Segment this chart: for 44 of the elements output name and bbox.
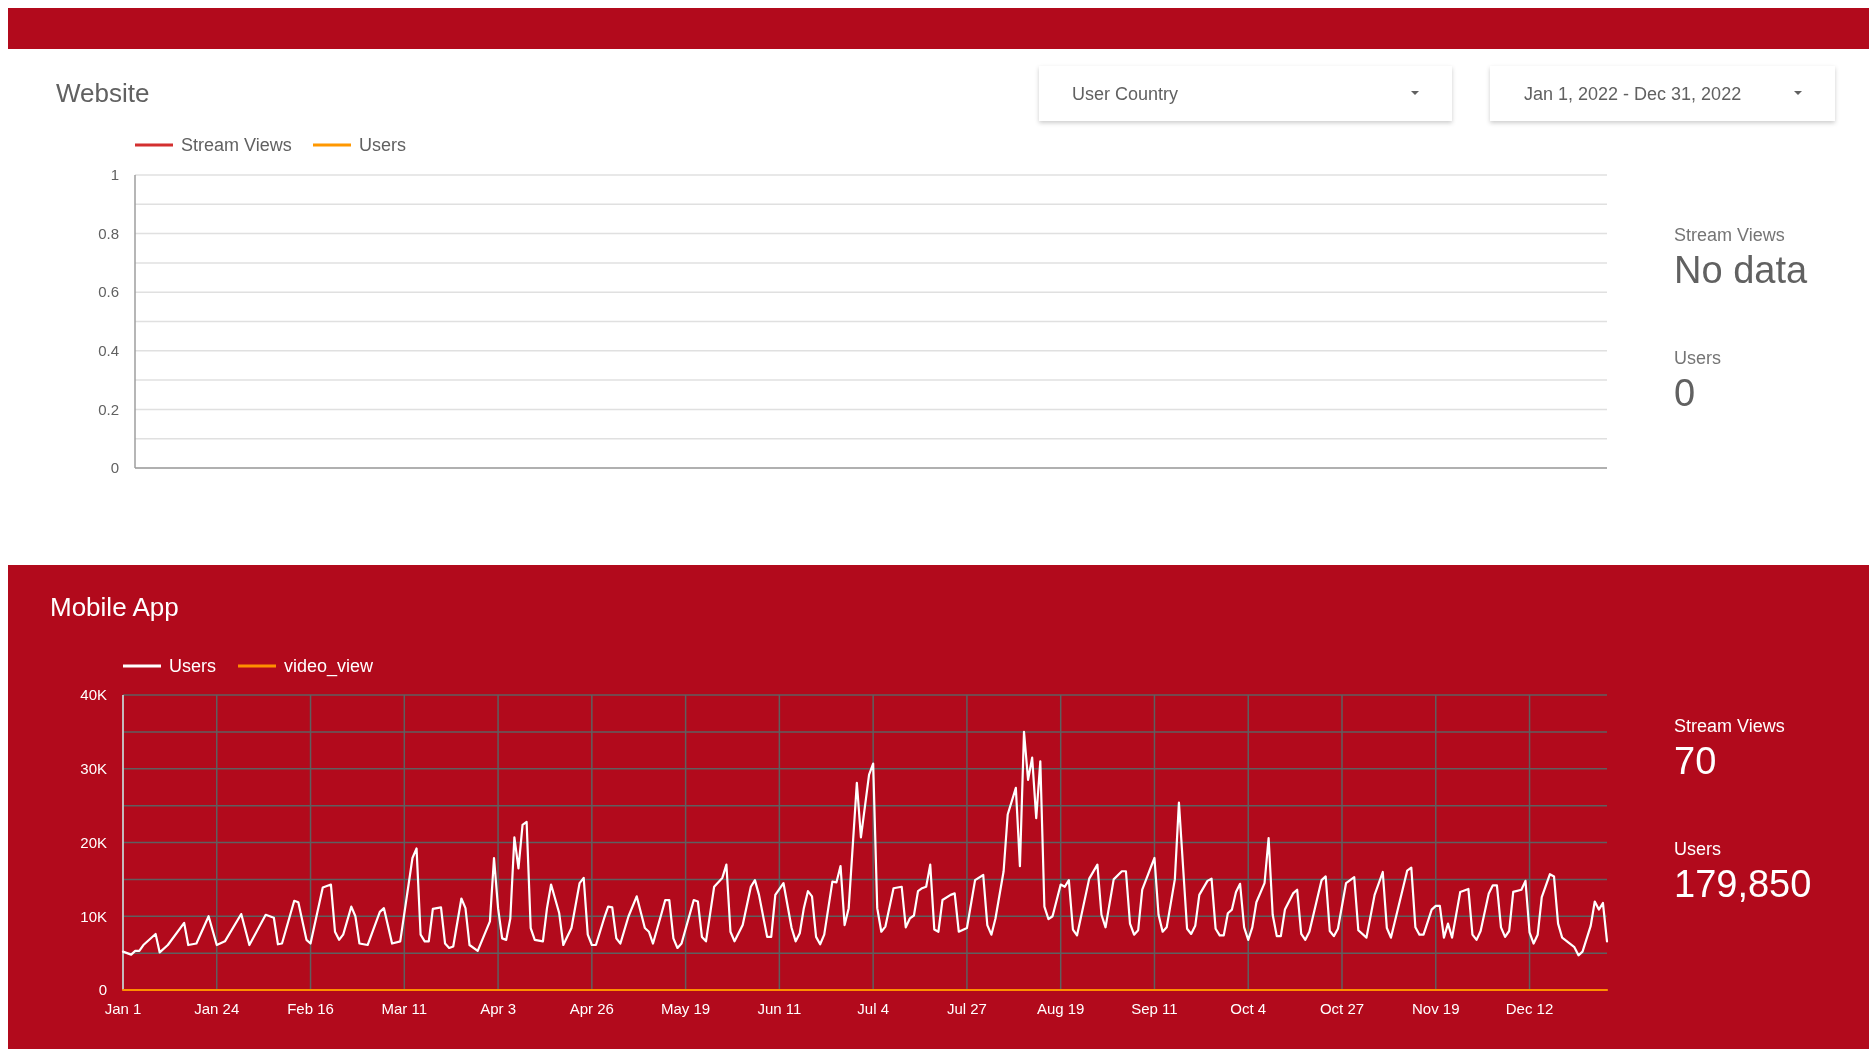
x-tick-label: Dec 12 bbox=[1505, 1000, 1554, 1017]
x-tick-label: Aug 19 bbox=[1036, 1000, 1085, 1017]
text: User Country bbox=[1072, 83, 1179, 104]
x-tick-label: Jan 1 bbox=[104, 1000, 142, 1017]
text: 179,850 bbox=[1674, 863, 1812, 905]
x-tick-label: Mar 11 bbox=[381, 1000, 428, 1017]
chart-title: Mobile App bbox=[50, 592, 179, 622]
x-tick-label: Apr 26 bbox=[569, 1000, 614, 1017]
x-tick-label: Oct 4 bbox=[1230, 1000, 1267, 1017]
y-tick-label: 0.2 bbox=[98, 400, 119, 418]
x-tick-label: Jul 27 bbox=[946, 1000, 987, 1017]
legend-label: Users bbox=[169, 656, 217, 677]
y-tick-label: 0.6 bbox=[98, 283, 119, 301]
x-tick-label: Jan 24 bbox=[194, 1000, 240, 1017]
y-tick-label: 0 bbox=[98, 981, 107, 999]
x-tick-label: Feb 16 bbox=[287, 1000, 334, 1017]
text: No data bbox=[1674, 249, 1808, 291]
x-tick-label: Nov 19 bbox=[1412, 1000, 1460, 1017]
text: Stream Views bbox=[1674, 716, 1785, 736]
text: Jan 1, 2022 - Dec 31, 2022 bbox=[1524, 83, 1742, 104]
text: Users bbox=[1674, 348, 1722, 368]
text: Stream Views bbox=[1674, 225, 1785, 245]
text: 70 bbox=[1674, 740, 1717, 782]
chart-title: Website bbox=[56, 78, 150, 108]
y-tick-label: 10K bbox=[80, 907, 107, 925]
x-tick-label: May 19 bbox=[661, 1000, 711, 1017]
x-tick-label: Jun 11 bbox=[757, 1000, 802, 1017]
y-tick-label: 20K bbox=[80, 833, 107, 851]
line-series bbox=[121, 730, 1609, 957]
legend-label: Users bbox=[359, 135, 407, 156]
x-tick-label: Oct 27 bbox=[1319, 1000, 1365, 1017]
x-tick-label: Sep 11 bbox=[1131, 1000, 1178, 1017]
x-tick-label: Apr 3 bbox=[480, 1000, 517, 1017]
y-tick-label: 0.4 bbox=[98, 342, 119, 360]
y-tick-label: 1 bbox=[110, 166, 119, 184]
y-tick-label: 40K bbox=[80, 686, 107, 704]
legend-label: video_view bbox=[284, 656, 375, 678]
y-tick-label: 0 bbox=[110, 459, 119, 477]
text: Users bbox=[1674, 839, 1722, 859]
x-tick-label: Jul 4 bbox=[857, 1000, 889, 1017]
legend-label: Stream Views bbox=[181, 135, 292, 156]
y-tick-label: 0.8 bbox=[98, 224, 119, 242]
y-tick-label: 30K bbox=[80, 760, 107, 777]
text: 0 bbox=[1674, 372, 1696, 414]
